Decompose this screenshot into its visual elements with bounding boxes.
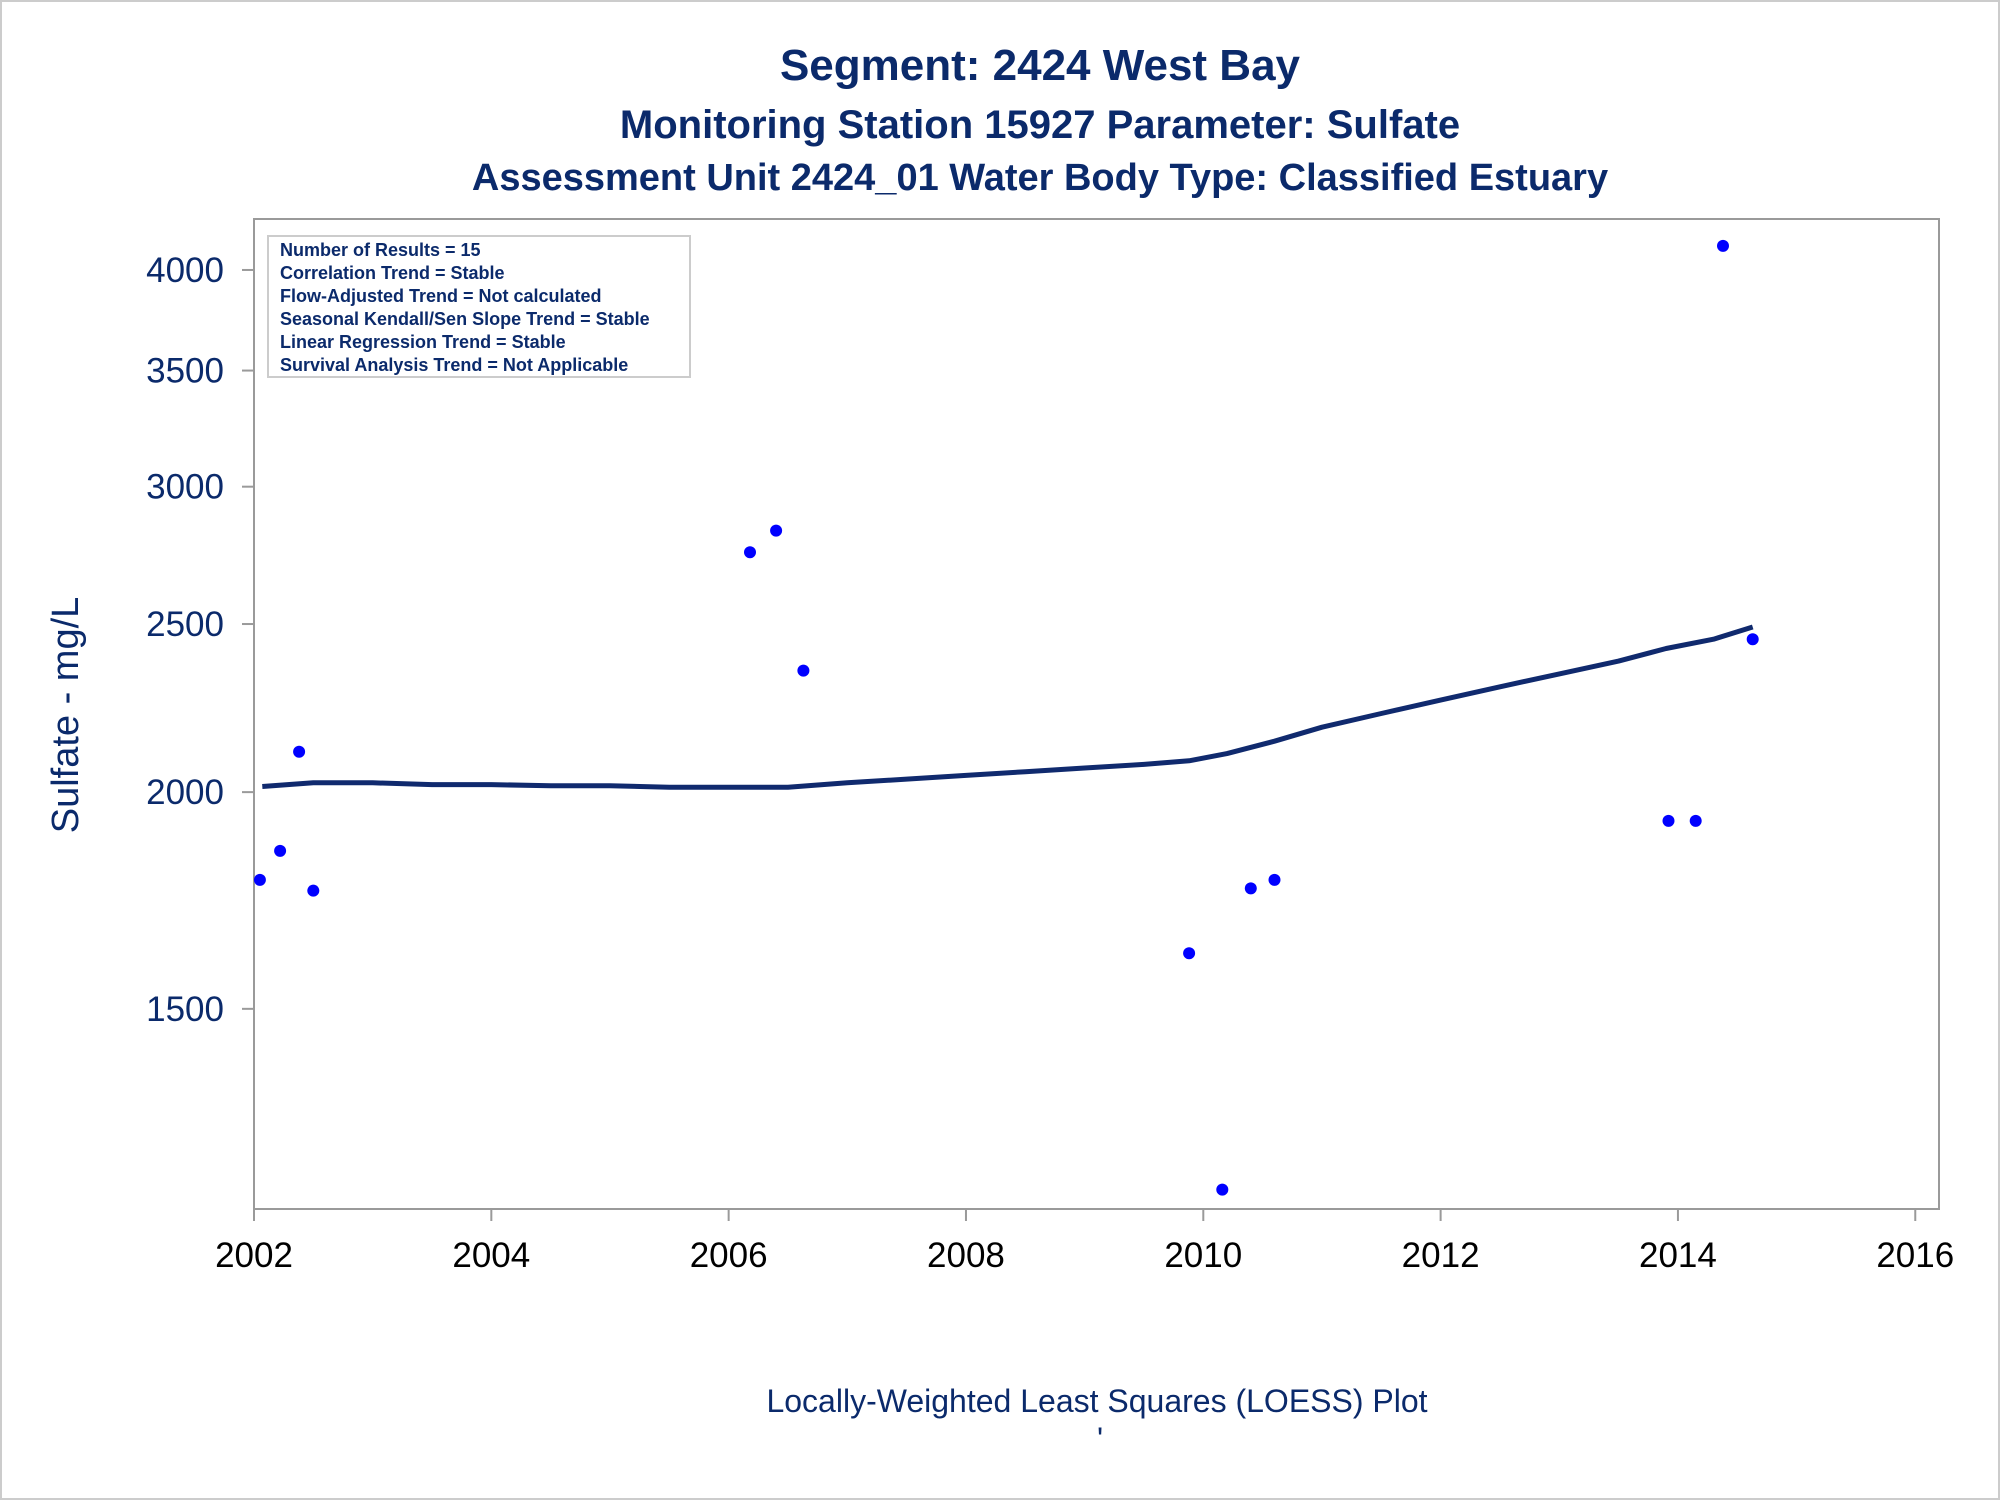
stats-line: Survival Analysis Trend = Not Applicable (280, 355, 628, 375)
footnote: Locally-Weighted Least Squares (LOESS) P… (766, 1383, 1427, 1419)
chart-subtitle: Monitoring Station 15927 Parameter: Sulf… (620, 103, 1460, 147)
data-point (770, 524, 783, 537)
data-point (1662, 814, 1675, 827)
footnote-mark: ' (1097, 1421, 1103, 1457)
data-point (1717, 239, 1729, 252)
data-point (1689, 814, 1702, 827)
y-tick-label: 3000 (146, 468, 224, 507)
x-tick-label: 2012 (1402, 1236, 1480, 1275)
data-point (293, 745, 306, 758)
x-tick-label: 2016 (1876, 1236, 1954, 1275)
chart-title: Segment: 2424 West Bay (780, 41, 1301, 90)
x-tick-label: 2002 (215, 1236, 293, 1275)
data-point (274, 844, 287, 857)
chart-subtitle-2: Assessment Unit 2424_01 Water Body Type:… (472, 157, 1608, 199)
x-tick-label: 2010 (1164, 1236, 1242, 1275)
data-point (797, 664, 810, 677)
plot-area (253, 218, 1940, 1210)
data-point (1244, 882, 1257, 895)
y-tick-label: 4000 (146, 251, 224, 290)
x-tick-label: 2004 (452, 1236, 530, 1275)
y-tick-label: 2000 (146, 773, 224, 812)
stats-line: Flow-Adjusted Trend = Not calculated (280, 286, 602, 306)
data-point (1268, 873, 1281, 886)
x-axis: 2002 2004 2006 2008 2010 2012 2014 2016 (215, 1209, 1954, 1275)
y-axis: 1500 2000 2500 3000 3500 4000 (146, 251, 254, 1029)
x-tick-label: 2006 (690, 1236, 768, 1275)
y-tick-label: 2500 (146, 605, 224, 644)
data-point (744, 546, 756, 559)
data-points (253, 239, 1759, 1196)
stats-box: Number of Results = 15 Correlation Trend … (267, 235, 691, 378)
data-point (307, 884, 320, 897)
y-tick-label: 3500 (146, 352, 224, 391)
data-point (1183, 947, 1196, 960)
data-point (1216, 1183, 1229, 1196)
stats-line: Seasonal Kendall/Sen Slope Trend = Stabl… (280, 309, 650, 329)
stats-line: Linear Regression Trend = Stable (280, 332, 566, 352)
loess-line (262, 624, 1754, 790)
stats-line: Correlation Trend = Stable (280, 263, 505, 283)
stats-line: Number of Results = 15 (280, 240, 481, 260)
stats-box-frame (267, 235, 691, 378)
x-tick-label: 2008 (927, 1236, 1005, 1275)
data-point (253, 873, 266, 886)
data-point (1746, 633, 1759, 646)
y-axis-title: Sulfate - mg/L (45, 597, 87, 834)
y-tick-label: 1500 (146, 990, 224, 1029)
x-tick-label: 2014 (1639, 1236, 1717, 1275)
